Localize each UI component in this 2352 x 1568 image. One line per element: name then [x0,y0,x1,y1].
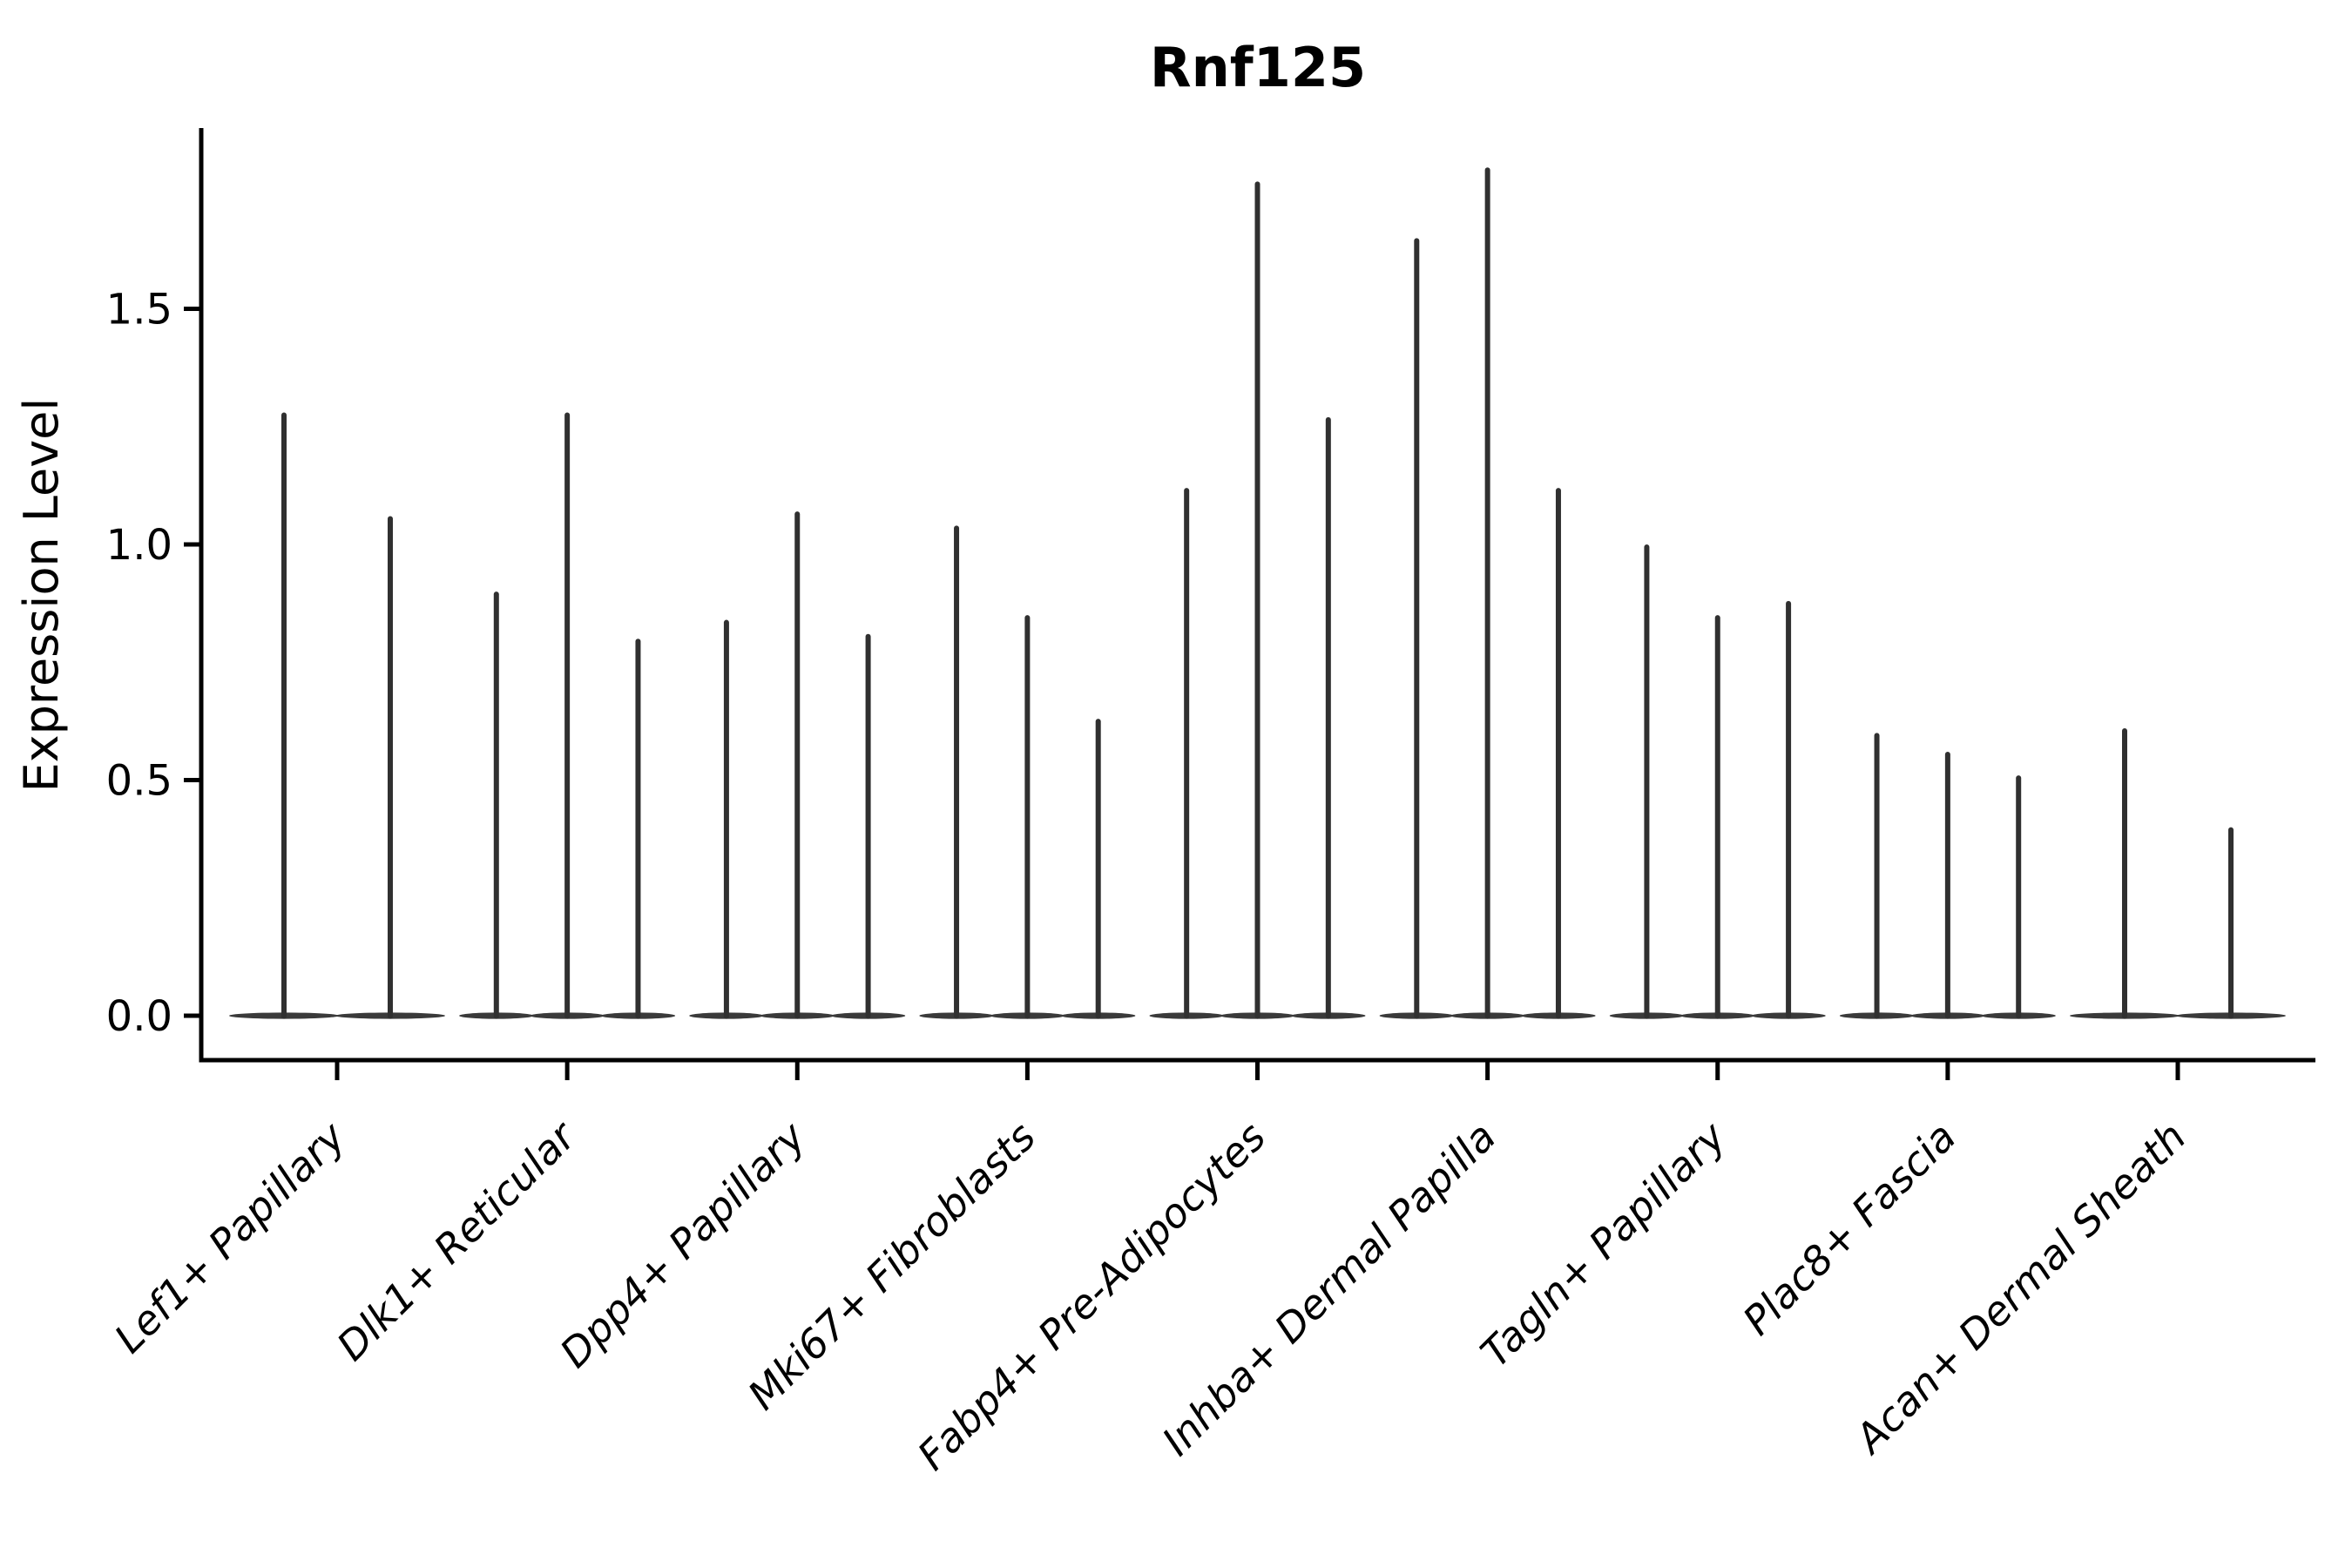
violin-spike [794,511,801,1019]
violin-spike [2016,775,2022,1019]
violins [229,167,2286,1019]
violin-spike [1644,544,1650,1019]
violin-spike [493,591,499,1019]
y-tick-label: 0.0 [106,992,172,1041]
violin-spike [1095,719,1101,1019]
y-tick-label: 1.5 [106,286,172,335]
violin-spike [1024,615,1031,1019]
violin-spike [1714,615,1720,1019]
x-tick-label: Tagln+ Papillary [1471,1112,1735,1376]
axes [184,128,2315,1080]
violin-spike [1414,238,1420,1019]
violin-spike [1874,733,1880,1019]
violin-spike [1555,488,1561,1019]
violin-spike [2122,727,2127,1019]
violin-spike [1484,167,1490,1019]
violin-spike [564,412,571,1019]
y-tick-label: 0.5 [106,757,172,806]
violin-spike [635,639,641,1019]
violin-spike [281,412,287,1019]
violin-spike [1325,416,1331,1019]
violin-spike [1184,488,1190,1019]
violin-spike [2228,827,2234,1019]
violin-spike [388,516,393,1019]
chart-title: Rnf125 [1150,36,1366,99]
x-tick-label: Plac8+ Fascia [1734,1113,1964,1344]
violin-spike [1254,181,1260,1019]
violin-spike [723,619,729,1019]
violin-spike [865,633,871,1019]
x-tick-label: Dpp4+ Papillary [551,1112,814,1376]
violin-spike [1944,752,1950,1019]
x-tick-label: Dlk1+ Reticular [328,1111,586,1369]
y-axis-label: Expression Level [14,398,69,793]
violin-spike [1786,600,1792,1019]
x-tick-label: Lef1+ Papillary [105,1112,355,1362]
y-tick-label: 1.0 [106,521,172,570]
y-tick-labels: 0.0 0.5 1.0 1.5 [106,286,172,1042]
violin-spike [954,525,960,1019]
